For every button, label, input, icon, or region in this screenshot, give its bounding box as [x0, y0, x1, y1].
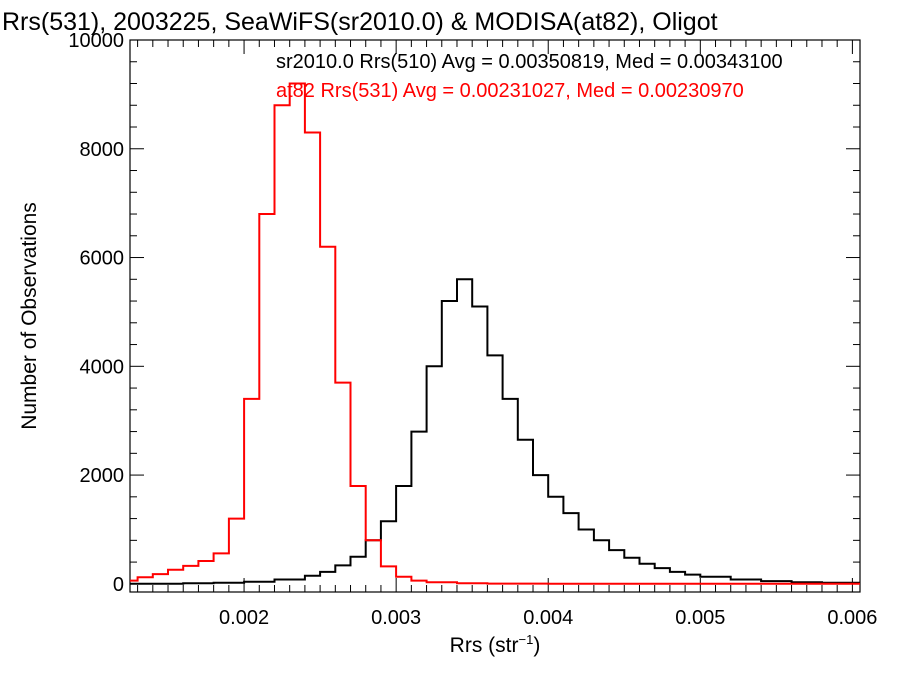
chart-title: Rrs(531), 2003225, SeaWiFS(sr2010.0) & M… — [2, 8, 718, 36]
series-line-1 — [130, 82, 860, 585]
y-tick-label: 4000 — [80, 356, 125, 378]
series-line-0 — [130, 278, 860, 585]
x-tick-label: 0.002 — [219, 607, 269, 629]
x-axis-label: Rrs (str−1) — [450, 632, 541, 657]
x-tick-label: 0.004 — [523, 607, 573, 629]
annotation-sr2010: sr2010.0 Rrs(510) Avg = 0.00350819, Med … — [276, 51, 783, 73]
x-axis: 0.002 0.003 0.004 0.005 0.006 — [137, 40, 877, 629]
x-axis-label-main: Rrs (str — [450, 634, 519, 657]
y-tick-label: 2000 — [80, 465, 125, 487]
y-tick-label: 6000 — [80, 248, 125, 270]
x-tick-label: 0.003 — [371, 607, 421, 629]
x-axis-label-tail: ) — [533, 634, 540, 657]
x-axis-label-sup: −1 — [519, 632, 534, 647]
plot-border — [129, 39, 861, 593]
annotation-at82: at82 Rrs(531) Avg = 0.00231027, Med = 0.… — [276, 80, 744, 102]
y-tick-label: 8000 — [80, 139, 125, 161]
x-tick-label: 0.006 — [827, 607, 877, 629]
x-tick-label: 0.005 — [675, 607, 725, 629]
series-layer — [130, 82, 860, 585]
y-axis: 0 2000 4000 6000 8000 10000 — [68, 30, 860, 596]
y-axis-label: Number of Observations — [18, 202, 41, 430]
y-tick-label: 10000 — [68, 30, 124, 52]
y-tick-label: 0 — [113, 574, 124, 596]
plot-frame — [129, 39, 861, 593]
